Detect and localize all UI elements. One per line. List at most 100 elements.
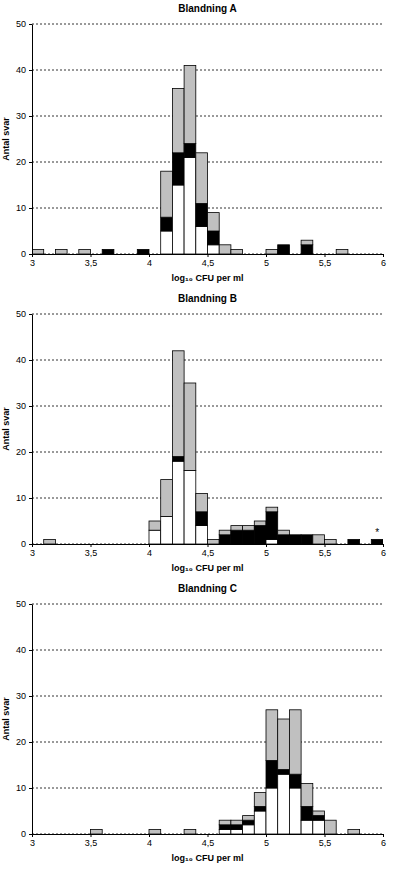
tick-mark bbox=[383, 834, 384, 837]
tick-mark bbox=[29, 742, 32, 743]
tick: 40 bbox=[16, 645, 32, 655]
bar-segment bbox=[371, 539, 383, 540]
bar-segment bbox=[301, 535, 313, 544]
bar-segment bbox=[371, 834, 383, 835]
tick: 4 bbox=[147, 254, 152, 268]
bar-segment bbox=[313, 254, 325, 255]
bar-segment bbox=[278, 535, 290, 544]
tick-label: 0 bbox=[21, 829, 26, 839]
bar-segment bbox=[172, 185, 184, 254]
bar-segment bbox=[301, 806, 313, 820]
grid-line bbox=[32, 360, 383, 361]
bar-segment bbox=[91, 254, 103, 255]
bar-segment bbox=[114, 254, 126, 255]
tick-mark bbox=[29, 360, 32, 361]
bar-segment bbox=[325, 254, 337, 255]
tick-mark bbox=[149, 254, 150, 257]
bar-segment bbox=[172, 457, 184, 462]
tick-label: 5,5 bbox=[319, 838, 332, 848]
bar-segment bbox=[208, 834, 220, 835]
bar-segment bbox=[278, 530, 290, 535]
bar-segment bbox=[313, 535, 325, 544]
bar-segment bbox=[243, 254, 255, 255]
bar-segment bbox=[360, 254, 372, 255]
tick: 10 bbox=[16, 783, 32, 793]
grid-line bbox=[32, 70, 383, 71]
bar-segment bbox=[371, 254, 383, 255]
tick-label: 10 bbox=[16, 493, 26, 503]
tick-label: 4 bbox=[147, 548, 152, 558]
bar-segment bbox=[126, 544, 138, 545]
grid-line bbox=[32, 696, 383, 697]
bar-segment bbox=[79, 544, 91, 545]
tick-mark bbox=[149, 544, 150, 547]
tick-mark bbox=[91, 254, 92, 257]
tick-label: 5 bbox=[264, 838, 269, 848]
bar-segment bbox=[289, 788, 301, 834]
bar-segment bbox=[231, 249, 243, 254]
y-axis: 01020304050 bbox=[16, 309, 33, 549]
bar-segment bbox=[172, 351, 184, 457]
tick: 4 bbox=[147, 544, 152, 558]
tick-mark bbox=[29, 70, 32, 71]
tick: 3,5 bbox=[85, 834, 98, 848]
bar-segment bbox=[137, 834, 149, 835]
tick-label: 3,5 bbox=[85, 258, 98, 268]
bar-segment bbox=[102, 249, 114, 254]
tick-label: 4 bbox=[147, 838, 152, 848]
tick: 40 bbox=[16, 355, 32, 365]
title: Blandning B bbox=[178, 293, 237, 304]
tick-mark bbox=[29, 406, 32, 407]
bar-segment bbox=[91, 829, 103, 834]
bar-segment bbox=[348, 254, 360, 255]
bar-segment bbox=[360, 834, 372, 835]
bar-segment bbox=[149, 530, 161, 544]
bar-segment bbox=[371, 254, 383, 255]
tick-label: 3 bbox=[30, 258, 35, 268]
tick-mark bbox=[325, 544, 326, 547]
bar-segment bbox=[266, 710, 278, 761]
bar-segment bbox=[196, 526, 208, 544]
tick: 3,5 bbox=[85, 544, 98, 558]
bar-segment bbox=[208, 213, 220, 231]
bar-segment bbox=[208, 231, 220, 245]
bar-segment bbox=[325, 539, 337, 544]
bar-segment bbox=[325, 254, 337, 255]
bar-segment bbox=[91, 254, 103, 255]
bar-segment bbox=[79, 834, 91, 835]
bar-segment bbox=[301, 820, 313, 834]
tick-label: 4,5 bbox=[202, 838, 215, 848]
tick: 6 bbox=[381, 834, 386, 848]
bar-segment bbox=[208, 834, 220, 835]
bar-segment bbox=[126, 834, 138, 835]
bar-segment bbox=[137, 834, 149, 835]
bar-segment bbox=[196, 153, 208, 204]
bar-segment bbox=[137, 544, 149, 545]
bar-segment bbox=[231, 820, 243, 825]
bar-segment bbox=[231, 526, 243, 531]
bar-segment bbox=[254, 521, 266, 526]
bar-segment bbox=[67, 254, 79, 255]
tick: 30 bbox=[16, 401, 32, 411]
bar-segment bbox=[278, 770, 290, 775]
bar-segment bbox=[219, 829, 231, 834]
bar-segment bbox=[149, 829, 161, 834]
tick-mark bbox=[149, 834, 150, 837]
tick: 3 bbox=[30, 254, 35, 268]
tick-label: 30 bbox=[16, 691, 26, 701]
bar-segment bbox=[44, 254, 56, 255]
bar-segment bbox=[360, 544, 372, 545]
bar-segment bbox=[348, 539, 360, 540]
bar-segment bbox=[161, 217, 173, 231]
bar-segment bbox=[55, 834, 67, 835]
tick-label: 30 bbox=[16, 401, 26, 411]
bar-segment bbox=[313, 254, 325, 255]
plot: *0102030405033,544,555,56 bbox=[16, 309, 386, 558]
bar-segment bbox=[254, 254, 266, 255]
bar-segment bbox=[266, 539, 278, 544]
bar-segment bbox=[371, 834, 383, 835]
bar-segment bbox=[266, 507, 278, 512]
bar-segment bbox=[196, 834, 208, 835]
tick-mark bbox=[91, 834, 92, 837]
y-axis-title: Antal svar bbox=[1, 697, 11, 741]
